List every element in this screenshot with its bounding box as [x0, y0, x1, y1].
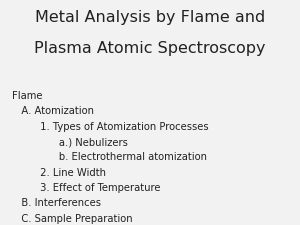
Text: b. Electrothermal atomization: b. Electrothermal atomization [12, 152, 207, 162]
Text: C. Sample Preparation: C. Sample Preparation [12, 214, 133, 223]
Text: Plasma Atomic Spectroscopy: Plasma Atomic Spectroscopy [34, 40, 266, 56]
Text: Flame: Flame [12, 91, 43, 101]
Text: 3. Effect of Temperature: 3. Effect of Temperature [12, 183, 161, 193]
Text: B. Interferences: B. Interferences [12, 198, 101, 208]
Text: A. Atomization: A. Atomization [12, 106, 94, 116]
Text: a.) Nebulizers: a.) Nebulizers [12, 137, 128, 147]
Text: 1. Types of Atomization Processes: 1. Types of Atomization Processes [12, 122, 208, 132]
Text: Metal Analysis by Flame and: Metal Analysis by Flame and [35, 10, 265, 25]
Text: 2. Line Width: 2. Line Width [12, 168, 106, 178]
